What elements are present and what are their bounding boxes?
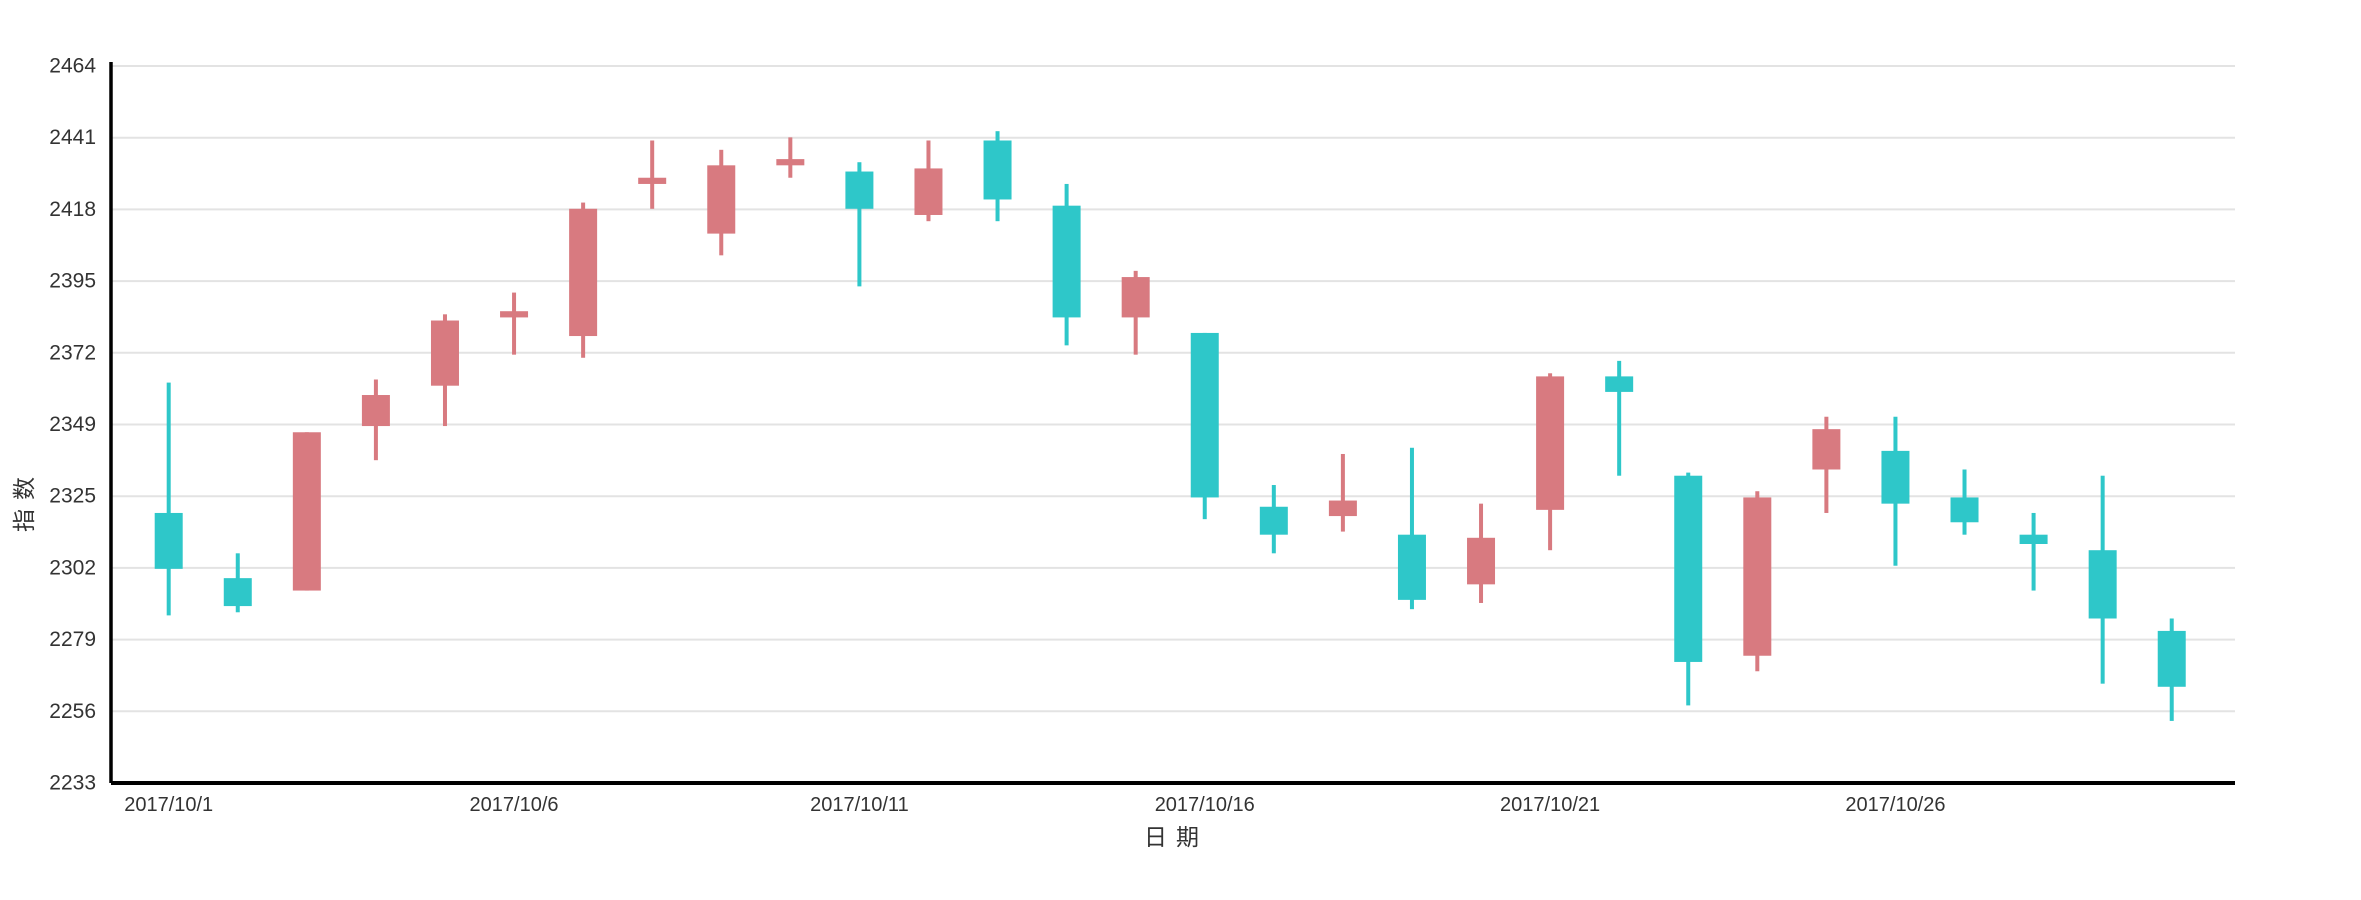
candle[interactable] [1259,485,1288,554]
candle[interactable] [845,162,874,287]
candle[interactable] [2019,512,2048,591]
candle[interactable] [1674,472,1703,706]
candle[interactable] [1397,447,1426,610]
candle-body [638,177,667,184]
candle-body [430,320,459,386]
y-axis-tick-label: 2418 [49,198,96,221]
candle-body [1881,450,1910,504]
candle-body [2019,534,2048,544]
candle[interactable] [1467,503,1496,603]
candle-body [1605,376,1634,392]
y-axis-tick-label: 2464 [49,55,96,78]
candle[interactable] [292,432,321,591]
candle-body [1950,497,1979,523]
candle[interactable] [1052,183,1081,346]
candle[interactable] [1743,491,1772,672]
candle-wick [788,137,793,178]
candle-body [914,168,943,215]
candle[interactable] [2088,475,2117,684]
candle-wick [1617,360,1622,476]
candle-body [1674,475,1703,662]
x-axis-tick-label: 2017/10/11 [810,794,909,816]
candle-body [845,171,874,209]
candle[interactable] [1881,416,1910,566]
candle[interactable] [638,140,667,209]
candle-body [1052,205,1081,318]
candle[interactable] [776,137,805,178]
y-axis-tick-label: 2302 [49,556,96,579]
candle-body [1121,277,1150,318]
candle[interactable] [430,314,459,427]
y-axis-title: 指数 [11,468,37,532]
candle-body [223,578,252,607]
candle-wick [166,382,171,616]
candle-body [154,512,183,569]
x-axis-tick-label: 2017/10/26 [1845,794,1945,816]
candle[interactable] [1605,360,1634,476]
candle-body [1467,537,1496,585]
candle[interactable] [1328,453,1357,532]
candle-body [2157,630,2186,687]
candle-wick [857,162,862,287]
candle-wick [1340,453,1345,532]
candle[interactable] [2157,618,2186,721]
candle-body [1259,506,1288,535]
candle[interactable] [1190,332,1219,520]
candle[interactable] [707,149,736,256]
x-axis-tick-label: 2017/10/6 [470,794,559,816]
x-axis-tick-label: 2017/10/1 [124,794,213,816]
candle-body [2088,550,2117,619]
candle[interactable] [1121,270,1150,355]
candle-body [292,432,321,591]
candle-wick [2031,512,2036,591]
y-axis-tick-label: 2279 [49,628,96,651]
candle[interactable] [361,379,390,461]
candle-body [1743,497,1772,656]
y-axis-tick-label: 2349 [49,413,96,436]
candle-wick [650,140,655,209]
candle-body [707,165,736,234]
candle-wick [512,292,517,355]
y-axis-tick-label: 2395 [49,270,96,293]
x-axis-title: 日期 [1144,824,1208,850]
candle-body [1190,332,1219,498]
y-axis-tick-label: 2441 [49,126,96,149]
x-axis-tick-label: 2017/10/16 [1155,794,1255,816]
candle-body [1397,534,1426,600]
candle[interactable] [154,382,183,616]
candle[interactable] [500,292,529,355]
candle[interactable] [569,202,598,358]
candle-body [569,208,598,337]
candle[interactable] [914,140,943,222]
y-axis-tick-label: 2256 [49,700,96,723]
candle-wick [1409,447,1414,610]
y-axis-tick-label: 2233 [49,772,96,795]
candle-body [776,159,805,166]
candle[interactable] [983,131,1012,222]
candle-body [983,140,1012,200]
x-axis-tick-label: 2017/10/21 [1500,794,1600,816]
candle[interactable] [1950,469,1979,535]
candle-body [361,395,390,427]
candle-body [500,311,529,318]
candle-body [1536,376,1565,510]
candle-body [1328,500,1357,517]
y-axis-tick-label: 2325 [49,485,96,508]
candle[interactable] [1812,416,1841,513]
y-axis-tick-label: 2372 [49,341,96,364]
candle-body [1812,429,1841,470]
candle[interactable] [1536,373,1565,551]
candle[interactable] [223,553,252,613]
